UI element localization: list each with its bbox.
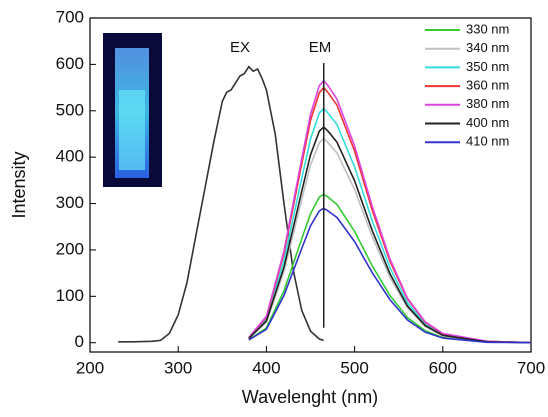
x-tick-label: 500	[340, 358, 368, 377]
series-line	[118, 65, 324, 343]
y-tick-label: 0	[75, 332, 84, 351]
y-tick-label: 100	[56, 286, 84, 305]
legend-label: 360 nm	[466, 78, 509, 93]
series-line	[248, 137, 532, 344]
x-tick-label: 400	[252, 358, 280, 377]
legend-label: 400 nm	[466, 115, 509, 130]
y-tick-label: 200	[56, 239, 84, 258]
legend-label: 380 nm	[466, 96, 509, 111]
y-tick-label: 500	[56, 100, 84, 119]
y-tick-label: 400	[56, 147, 84, 166]
series-line	[248, 125, 532, 344]
x-tick-label: 300	[164, 358, 192, 377]
annotation: EX	[230, 39, 250, 56]
x-tick-label: 600	[429, 358, 457, 377]
x-tick-label: 700	[517, 358, 545, 377]
y-tick-label: 300	[56, 193, 84, 212]
plot-frame	[89, 17, 532, 353]
inset-photo	[103, 33, 162, 187]
legend-label: 330 nm	[466, 21, 509, 36]
legend-label: 410 nm	[466, 134, 509, 149]
series-line	[248, 207, 532, 344]
x-axis-label: Wavelenght (nm)	[242, 387, 378, 407]
y-tick-label: 700	[56, 7, 84, 26]
x-tick-label: 200	[76, 358, 104, 377]
legend-label: 350 nm	[466, 59, 509, 74]
legend-label: 340 nm	[466, 40, 509, 55]
series-line	[248, 79, 532, 344]
series-line	[248, 193, 532, 344]
y-axis-label: Intensity	[9, 151, 29, 218]
y-tick-label: 600	[56, 54, 84, 73]
series-line	[248, 107, 532, 344]
annotation: EM	[309, 39, 332, 56]
